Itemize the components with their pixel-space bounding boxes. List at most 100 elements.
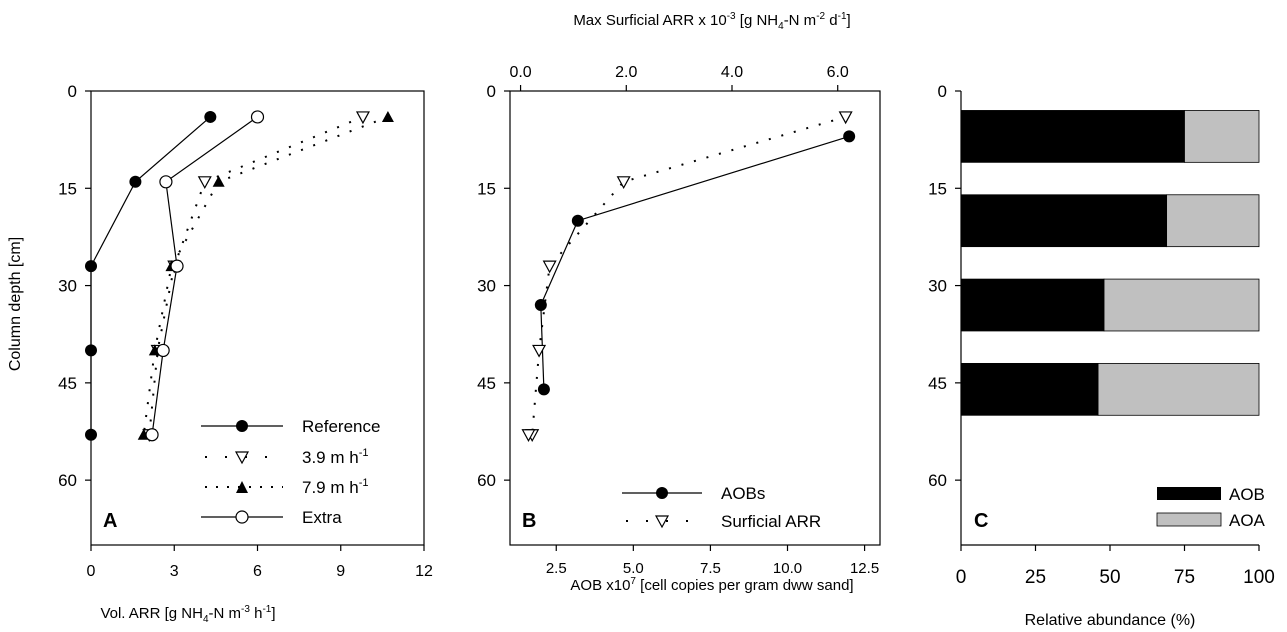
panel-a-point-0 bbox=[85, 428, 97, 441]
panel-c-x-tick-label: 100 bbox=[1243, 567, 1275, 588]
panel-b: 2.5 5.0 7.5 10.0 12.5 0.0 2.0 4.0 6.0 0 15 30 45 60 A… bbox=[477, 64, 881, 594]
panel-c-y-tick-label: 15 bbox=[928, 179, 947, 198]
panel-a-y-tick-label: 60 bbox=[58, 471, 77, 490]
panel-b-top-tick-label: 2.0 bbox=[615, 64, 637, 81]
panel-b-y-tick-label: 60 bbox=[477, 471, 496, 490]
panel-a-y-tick-label: 45 bbox=[58, 374, 77, 393]
bar-aoa-3 bbox=[1097, 362, 1260, 416]
panel-c-y-tick-label: 60 bbox=[928, 471, 947, 490]
bar-aoa-0 bbox=[1184, 110, 1260, 163]
legend-aobs: AOBs bbox=[721, 484, 765, 503]
panel-a-x-tick-label: 6 bbox=[253, 563, 262, 580]
panel-a-point-0 bbox=[204, 110, 217, 123]
legend-aob: AOB bbox=[1229, 485, 1265, 504]
panel-c-x-tick-label: 25 bbox=[1025, 567, 1046, 588]
panel-a-y-tick-label: 15 bbox=[58, 179, 77, 198]
panel-c-x-axis-label: Relative abundance (%) bbox=[1025, 612, 1196, 629]
panel-b-point-1 bbox=[542, 260, 557, 274]
panel-b-legend: AOBs Surficial ARR bbox=[622, 484, 821, 531]
panel-a-point-1 bbox=[355, 111, 370, 125]
bar-aob-0 bbox=[960, 110, 1185, 163]
panel-b-plot: 2.5 5.0 7.5 10.0 12.5 0.0 2.0 4.0 6.0 0 15 30 45 60 bbox=[477, 64, 881, 577]
legend-39: 3.9 m h-1 bbox=[302, 447, 368, 467]
panel-b-y-tick-label: 45 bbox=[477, 374, 496, 393]
panel-c-x-tick-label: 0 bbox=[956, 567, 967, 588]
legend-79-marker bbox=[236, 481, 248, 493]
panel-a-point-3 bbox=[145, 428, 159, 442]
panel-a-point-0 bbox=[129, 175, 142, 188]
panel-b-point-0 bbox=[571, 214, 584, 227]
legend-surficial-marker bbox=[654, 515, 670, 529]
panel-b-point-1 bbox=[838, 111, 853, 125]
panel-a-point-2 bbox=[212, 175, 225, 187]
panel-b-point-1 bbox=[521, 429, 536, 442]
panel-b-series-line-0 bbox=[540, 135, 850, 390]
panel-b-letter: B bbox=[522, 510, 536, 532]
panel-c-x-tick-label: 75 bbox=[1174, 567, 1195, 588]
panel-b-x-tick-label: 7.5 bbox=[700, 560, 721, 577]
panel-a-frame bbox=[90, 90, 425, 546]
panel-a-x-tick-label: 3 bbox=[170, 563, 179, 580]
legend-extra-marker bbox=[235, 510, 249, 524]
panel-a-point-3 bbox=[159, 175, 173, 189]
panel-b-frame bbox=[509, 90, 881, 546]
panel-a-legend: Reference 3.9 m h-1 7.9 m h-1 Extra bbox=[201, 417, 380, 527]
panel-b-x-tick-label: 2.5 bbox=[546, 560, 567, 577]
panel-b-x-tick-label: 12.5 bbox=[850, 560, 879, 577]
panel-a-x-tick-label: 0 bbox=[87, 563, 96, 580]
bar-aob-2 bbox=[960, 278, 1105, 332]
legend-surficial-arr: Surficial ARR bbox=[721, 512, 821, 531]
panel-b-top-tick-label: 0.0 bbox=[509, 64, 531, 81]
legend-aobs-marker bbox=[656, 487, 668, 499]
panel-c-x-tick-label: 50 bbox=[1099, 567, 1120, 588]
panel-a-letter: A bbox=[103, 510, 117, 532]
panel-a-point-3 bbox=[156, 343, 170, 358]
panel-b-x-tick-label: 10.0 bbox=[773, 560, 802, 577]
panel-a-x-tick-label: 9 bbox=[336, 563, 345, 580]
legend-reference-marker bbox=[236, 420, 248, 432]
panel-a-plot: 0 3 6 9 12 0 15 30 45 60 bbox=[58, 82, 433, 580]
panel-b-point-1 bbox=[616, 176, 631, 190]
legend-aoa: AOA bbox=[1229, 511, 1266, 530]
panel-a-y-axis-label: Column depth [cm] bbox=[7, 237, 24, 371]
panel-c-y-tick-label: 0 bbox=[938, 82, 947, 101]
panel-b-point-0 bbox=[537, 383, 550, 396]
panel-b-y-tick-label: 15 bbox=[477, 179, 496, 198]
panel-a-point-0 bbox=[85, 260, 97, 273]
panel-b-top-tick-label: 6.0 bbox=[827, 64, 849, 81]
panel-c: 0 25 50 75 100 0 15 30 45 60 Relative abundance (… bbox=[928, 82, 1275, 629]
legend-aob-swatch bbox=[1157, 487, 1221, 500]
legend-extra: Extra bbox=[302, 508, 342, 527]
panel-a-x-tick-label: 12 bbox=[415, 563, 433, 580]
panel-b-top-tick-label: 4.0 bbox=[721, 64, 743, 81]
panel-a-series-line-3 bbox=[151, 116, 258, 435]
panel-c-y-tick-label: 30 bbox=[928, 277, 947, 296]
panel-a-point-1 bbox=[197, 176, 212, 190]
bar-aoa-2 bbox=[1103, 278, 1260, 332]
bar-aoa-1 bbox=[1166, 194, 1260, 248]
panel-a: 0 3 6 9 12 0 15 30 45 60 Column depth [cm] Vol. A… bbox=[7, 82, 433, 625]
legend-aoa-swatch bbox=[1156, 512, 1222, 527]
panel-b-point-1 bbox=[532, 344, 547, 358]
panel-b-y-tick-label: 30 bbox=[477, 277, 496, 296]
legend-reference: Reference bbox=[302, 417, 380, 436]
panel-a-x-axis-label: Vol. ARR [g NH4-N m-3 h-1] bbox=[100, 604, 275, 625]
panel-b-point-0 bbox=[843, 130, 856, 143]
legend-79: 7.9 m h-1 bbox=[302, 477, 368, 497]
panel-a-point-2 bbox=[381, 110, 394, 122]
bar-aob-1 bbox=[960, 194, 1168, 248]
panel-a-point-3 bbox=[250, 110, 265, 124]
panel-c-y-tick-label: 45 bbox=[928, 374, 947, 393]
bar-aob-3 bbox=[960, 362, 1099, 416]
panel-a-y-tick-label: 0 bbox=[68, 82, 77, 101]
panel-a-point-0 bbox=[85, 344, 97, 357]
panel-a-series-line-0 bbox=[90, 116, 211, 435]
panel-a-y-tick-label: 30 bbox=[58, 277, 77, 296]
panel-c-legend: AOB AOA bbox=[1156, 485, 1266, 530]
panel-b-x-tick-label: 5.0 bbox=[623, 560, 644, 577]
panel-c-letter: C bbox=[974, 510, 988, 532]
panel-c-plot: 0 25 50 75 100 0 15 30 45 60 bbox=[928, 82, 1275, 588]
panel-a-point-3 bbox=[170, 259, 184, 273]
panel-b-x-axis-label: AOB x107 [cell copies per gram dww sand] bbox=[570, 576, 853, 594]
